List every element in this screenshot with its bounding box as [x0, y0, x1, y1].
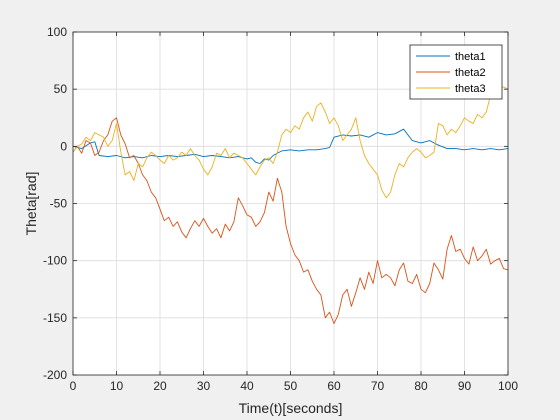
- y-tick-label: 100: [47, 25, 67, 39]
- y-tick-label: 50: [54, 82, 68, 96]
- y-tick-label: -200: [43, 368, 67, 382]
- legend: theta1 theta2 theta3: [409, 44, 503, 100]
- x-tick-label: 100: [498, 379, 518, 393]
- y-axis-label: Theta[rad]: [23, 172, 39, 236]
- y-tick-label: -50: [50, 197, 68, 211]
- y-tick-label: -150: [43, 311, 67, 325]
- series-group: [73, 82, 508, 325]
- x-tick-label: 90: [458, 379, 472, 393]
- x-tick-label: 20: [153, 379, 167, 393]
- x-tick-label: 0: [70, 379, 77, 393]
- x-tick-label: 60: [327, 379, 341, 393]
- x-tick-label: 70: [371, 379, 385, 393]
- y-tick-label: -100: [43, 254, 67, 268]
- series-line-theta2: [73, 117, 508, 325]
- x-tick-label: 40: [240, 379, 254, 393]
- y-tick-label: 0: [60, 139, 67, 153]
- x-axis-label: Time(t)[seconds]: [239, 400, 343, 416]
- series-line-theta3: [73, 82, 508, 199]
- x-tick-label: 30: [197, 379, 211, 393]
- ticks-group: 0 10 20 30 40 50 60 70 80 90 100 -200 -150 -100 -50 0 50…: [43, 25, 518, 393]
- legend-label-theta2: theta2: [455, 67, 486, 79]
- x-tick-label: 80: [414, 379, 428, 393]
- x-tick-label: 10: [110, 379, 124, 393]
- x-tick-label: 50: [284, 379, 298, 393]
- legend-label-theta1: theta1: [455, 51, 486, 63]
- legend-label-theta3: theta3: [455, 83, 486, 95]
